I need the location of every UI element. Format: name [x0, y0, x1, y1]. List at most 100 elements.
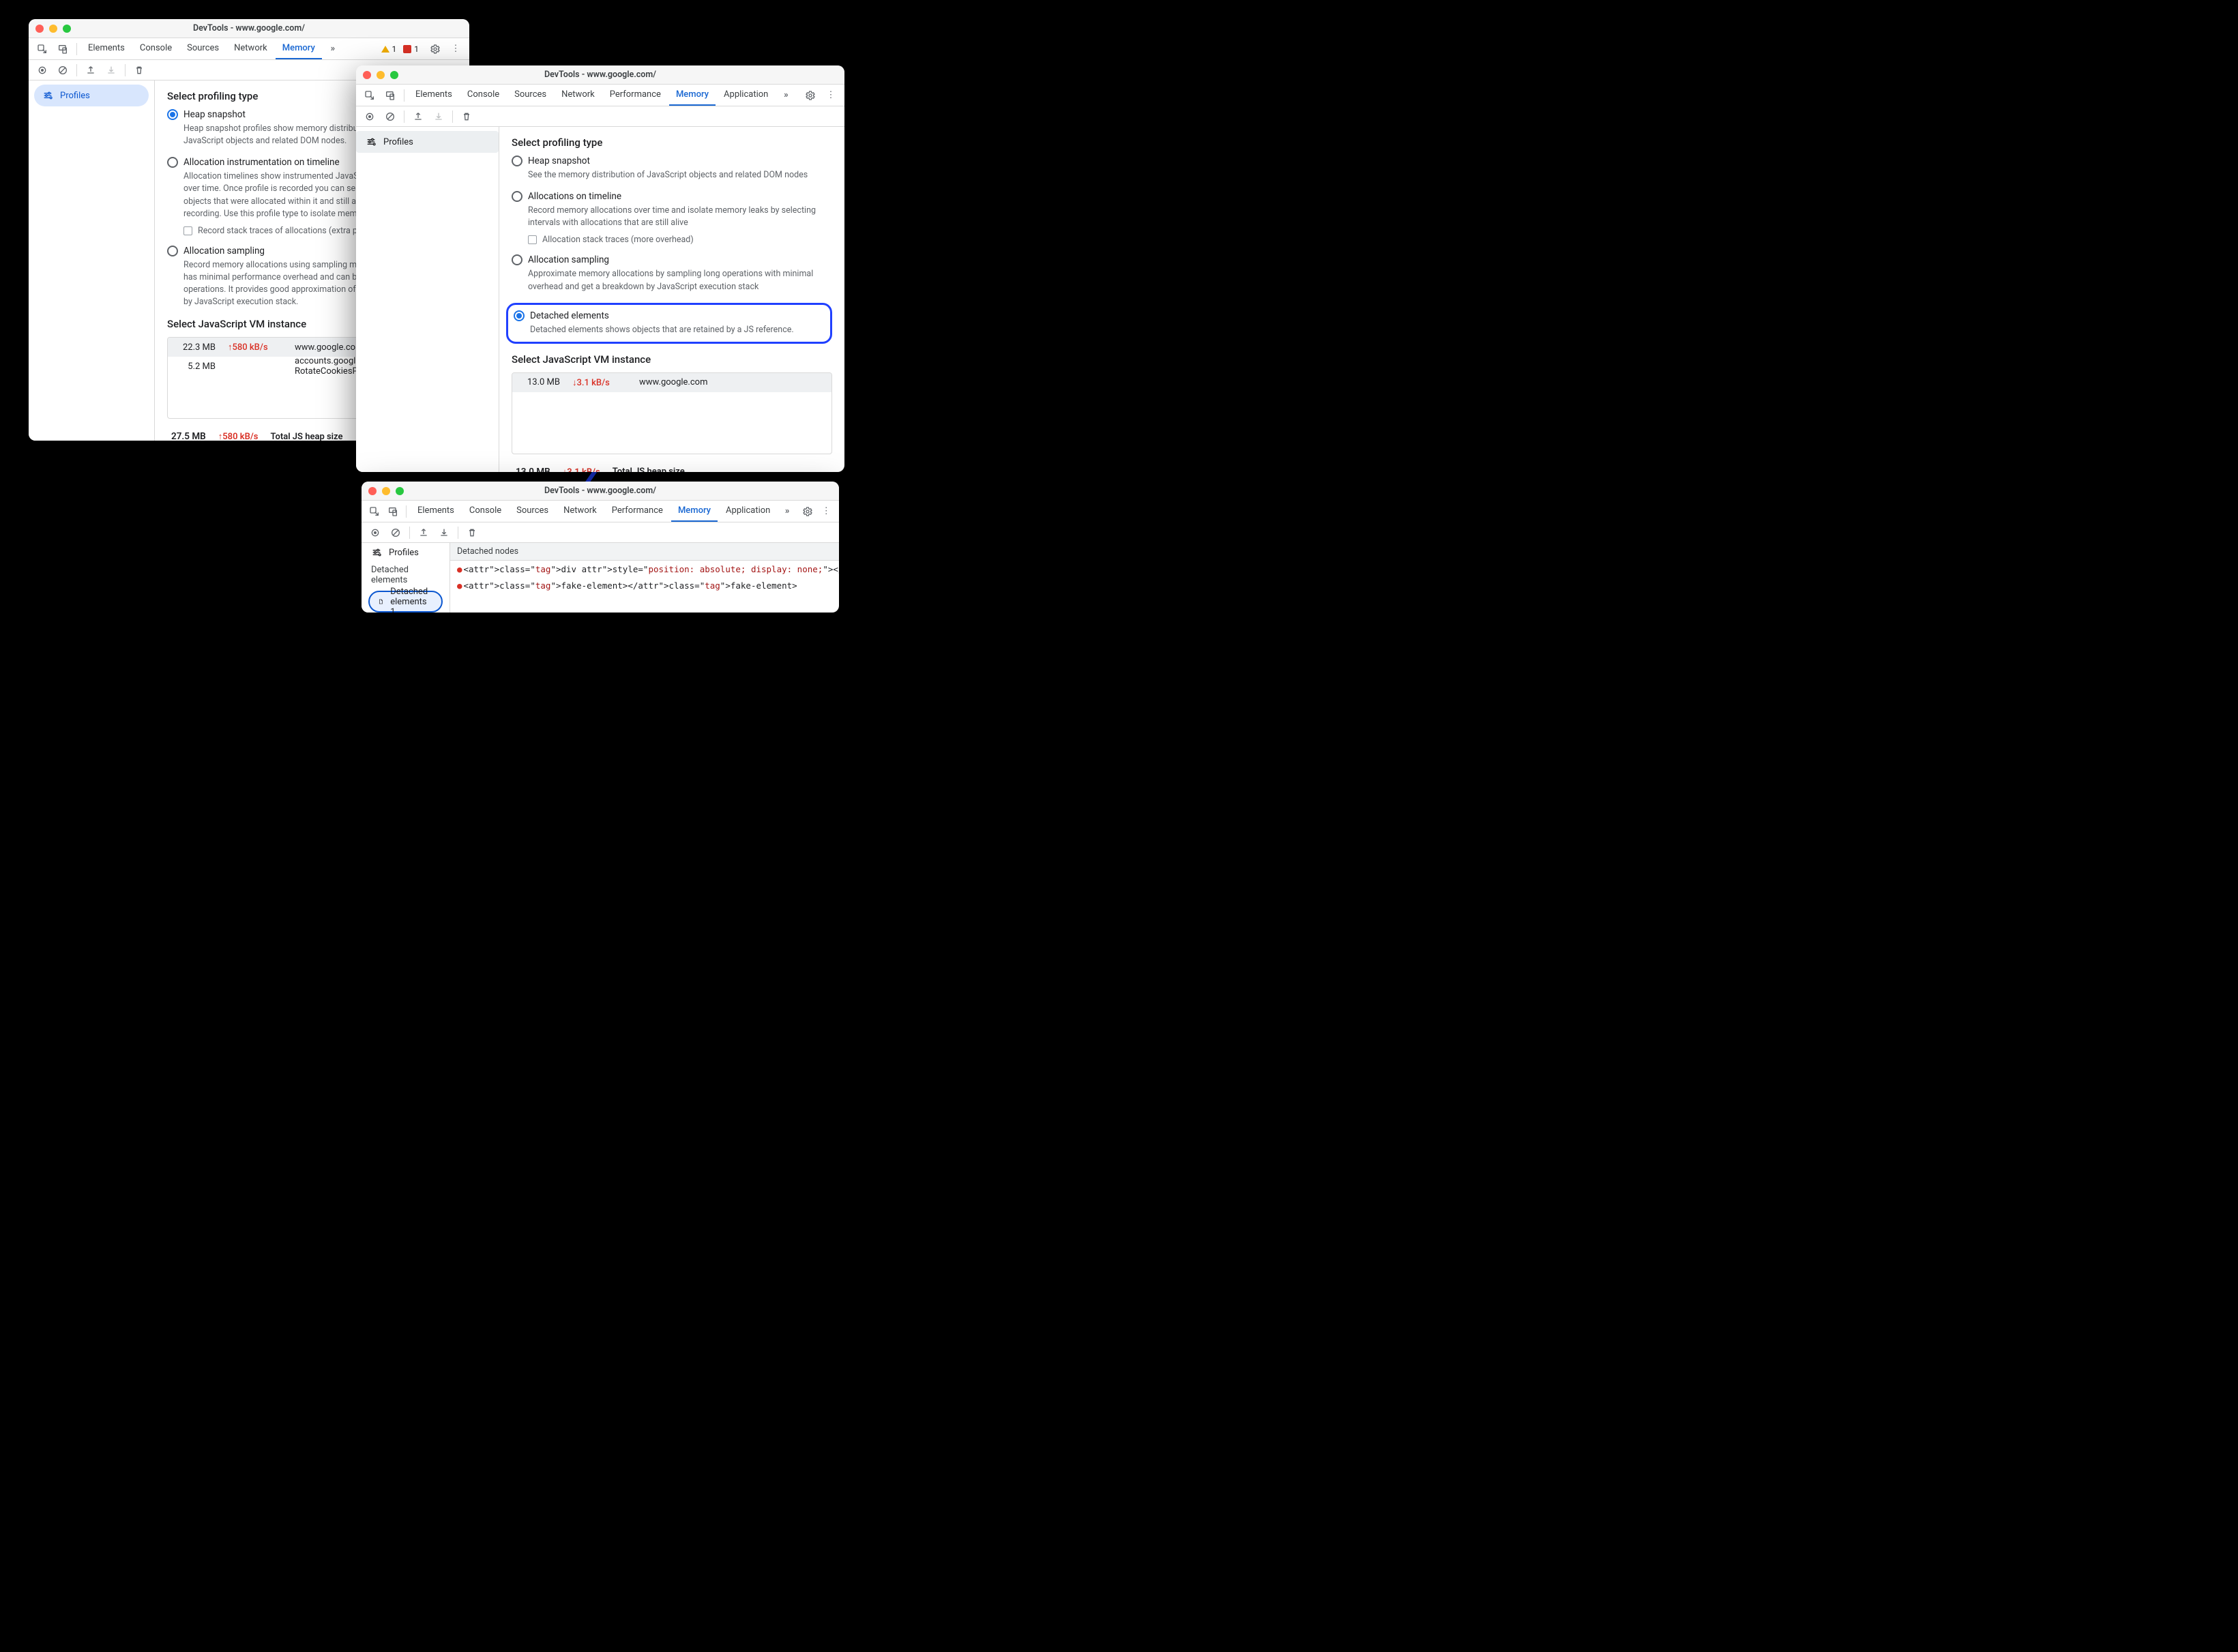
- inspect-icon[interactable]: [360, 86, 379, 105]
- gc-icon[interactable]: [130, 61, 149, 80]
- option-heap-snapshot[interactable]: Heap snapshot See the memory distributio…: [512, 156, 832, 181]
- export-icon[interactable]: [414, 523, 433, 542]
- tab-network[interactable]: Network: [227, 39, 274, 59]
- device-toggle-icon[interactable]: [53, 40, 72, 59]
- error-icon: [403, 45, 411, 53]
- close-icon[interactable]: [35, 25, 44, 33]
- gc-icon[interactable]: [457, 107, 476, 126]
- titlebar[interactable]: DevTools - www.google.com/: [356, 65, 844, 85]
- kebab-icon[interactable]: ⋮: [821, 86, 840, 105]
- zoom-icon[interactable]: [63, 25, 71, 33]
- zoom-icon[interactable]: [396, 487, 404, 495]
- minimize-icon[interactable]: [377, 71, 385, 79]
- tab-elements[interactable]: Elements: [409, 85, 459, 106]
- traffic-lights[interactable]: [368, 487, 404, 495]
- zoom-icon[interactable]: [390, 71, 398, 79]
- result-row[interactable]: ●<attr">class="tag">div attr">style="pos…: [450, 561, 839, 577]
- option-allocation-timeline[interactable]: Allocations on timeline Record memory al…: [512, 191, 832, 245]
- record-icon[interactable]: [366, 523, 385, 542]
- checkbox-icon[interactable]: [183, 226, 192, 235]
- traffic-lights[interactable]: [363, 71, 398, 79]
- record-icon[interactable]: [33, 61, 52, 80]
- checkbox-icon[interactable]: [528, 235, 537, 244]
- col-detached-nodes[interactable]: Detached nodes: [450, 546, 839, 557]
- tab-elements[interactable]: Elements: [411, 501, 461, 522]
- document-icon: [378, 596, 383, 607]
- error-badge[interactable]: 1: [403, 44, 419, 54]
- minimize-icon[interactable]: [382, 487, 390, 495]
- tab-sources[interactable]: Sources: [507, 85, 553, 106]
- radio-icon[interactable]: [512, 254, 522, 265]
- import-icon[interactable]: [102, 61, 121, 80]
- radio-icon[interactable]: [167, 157, 178, 168]
- more-tabs-icon[interactable]: »: [776, 86, 795, 105]
- result-row[interactable]: ●<attr">class="tag">fake-element></attr"…: [450, 577, 839, 593]
- warning-badge[interactable]: 1: [381, 44, 397, 54]
- clear-icon[interactable]: [386, 523, 405, 542]
- tab-memory[interactable]: Memory: [669, 85, 716, 106]
- clear-icon[interactable]: [381, 107, 400, 126]
- more-tabs-icon[interactable]: »: [323, 40, 342, 59]
- export-icon[interactable]: [409, 107, 428, 126]
- export-icon[interactable]: [81, 61, 100, 80]
- radio-icon[interactable]: [167, 246, 178, 256]
- results-header: Detached nodes Node count: [450, 543, 839, 561]
- sidebar: Profiles Detached elements Detached elem…: [362, 543, 450, 613]
- inspect-icon[interactable]: [366, 502, 383, 521]
- tab-memory[interactable]: Memory: [671, 501, 718, 522]
- tab-bar: Elements Console Sources Network Perform…: [362, 501, 839, 522]
- titlebar[interactable]: DevTools - www.google.com/: [29, 19, 469, 38]
- tab-elements[interactable]: Elements: [81, 39, 132, 59]
- devtools-window-new: DevTools - www.google.com/ Elements Cons…: [356, 65, 844, 472]
- tab-application[interactable]: Application: [717, 85, 775, 106]
- gc-icon[interactable]: [462, 523, 482, 542]
- settings-icon[interactable]: [426, 40, 445, 59]
- vm-row[interactable]: 13.0 MB ↓3.1 kB/s www.google.com: [512, 373, 831, 392]
- window-title: DevTools - www.google.com/: [29, 23, 469, 33]
- option-detached-elements[interactable]: Detached elements Detached elements show…: [506, 303, 832, 344]
- option-allocation-sampling[interactable]: Allocation sampling Approximate memory a…: [512, 254, 832, 293]
- sidebar-item-detached-elements-1[interactable]: Detached elements 1: [368, 591, 443, 613]
- close-icon[interactable]: [368, 487, 377, 495]
- minimize-icon[interactable]: [49, 25, 57, 33]
- sliders-icon: [371, 547, 382, 558]
- radio-icon[interactable]: [512, 191, 522, 202]
- radio-icon[interactable]: [514, 310, 525, 321]
- clear-icon[interactable]: [53, 61, 72, 80]
- tab-console[interactable]: Console: [462, 501, 508, 522]
- vm-heading: Select JavaScript VM instance: [512, 353, 832, 366]
- sidebar-item-profiles[interactable]: Profiles: [356, 131, 499, 153]
- import-icon[interactable]: [429, 107, 448, 126]
- sidebar-section-heading: Detached elements: [362, 559, 450, 588]
- sidebar-item-label: Profiles: [383, 137, 413, 147]
- kebab-icon[interactable]: ⋮: [817, 502, 835, 521]
- radio-icon[interactable]: [167, 109, 178, 120]
- kebab-icon[interactable]: ⋮: [446, 40, 465, 59]
- tab-application[interactable]: Application: [719, 501, 777, 522]
- tab-network[interactable]: Network: [557, 501, 604, 522]
- record-icon[interactable]: [360, 107, 379, 126]
- sidebar-item-profiles[interactable]: Profiles: [34, 85, 149, 106]
- titlebar[interactable]: DevTools - www.google.com/: [362, 482, 839, 501]
- settings-icon[interactable]: [801, 86, 820, 105]
- settings-icon[interactable]: [799, 502, 816, 521]
- traffic-lights[interactable]: [35, 25, 71, 33]
- more-tabs-icon[interactable]: »: [778, 502, 796, 521]
- tab-network[interactable]: Network: [555, 85, 602, 106]
- window-title: DevTools - www.google.com/: [356, 70, 844, 80]
- device-toggle-icon[interactable]: [381, 86, 400, 105]
- radio-icon[interactable]: [512, 156, 522, 166]
- tab-performance[interactable]: Performance: [605, 501, 670, 522]
- sidebar-item-profiles[interactable]: Profiles: [362, 547, 450, 558]
- tab-bar: Elements Console Sources Network Memory …: [29, 38, 469, 60]
- tab-console[interactable]: Console: [460, 85, 506, 106]
- tab-memory[interactable]: Memory: [276, 39, 322, 59]
- tab-sources[interactable]: Sources: [510, 501, 555, 522]
- inspect-icon[interactable]: [33, 40, 52, 59]
- tab-console[interactable]: Console: [133, 39, 179, 59]
- tab-performance[interactable]: Performance: [603, 85, 668, 106]
- close-icon[interactable]: [363, 71, 371, 79]
- import-icon[interactable]: [435, 523, 454, 542]
- tab-sources[interactable]: Sources: [180, 39, 226, 59]
- device-toggle-icon[interactable]: [385, 502, 402, 521]
